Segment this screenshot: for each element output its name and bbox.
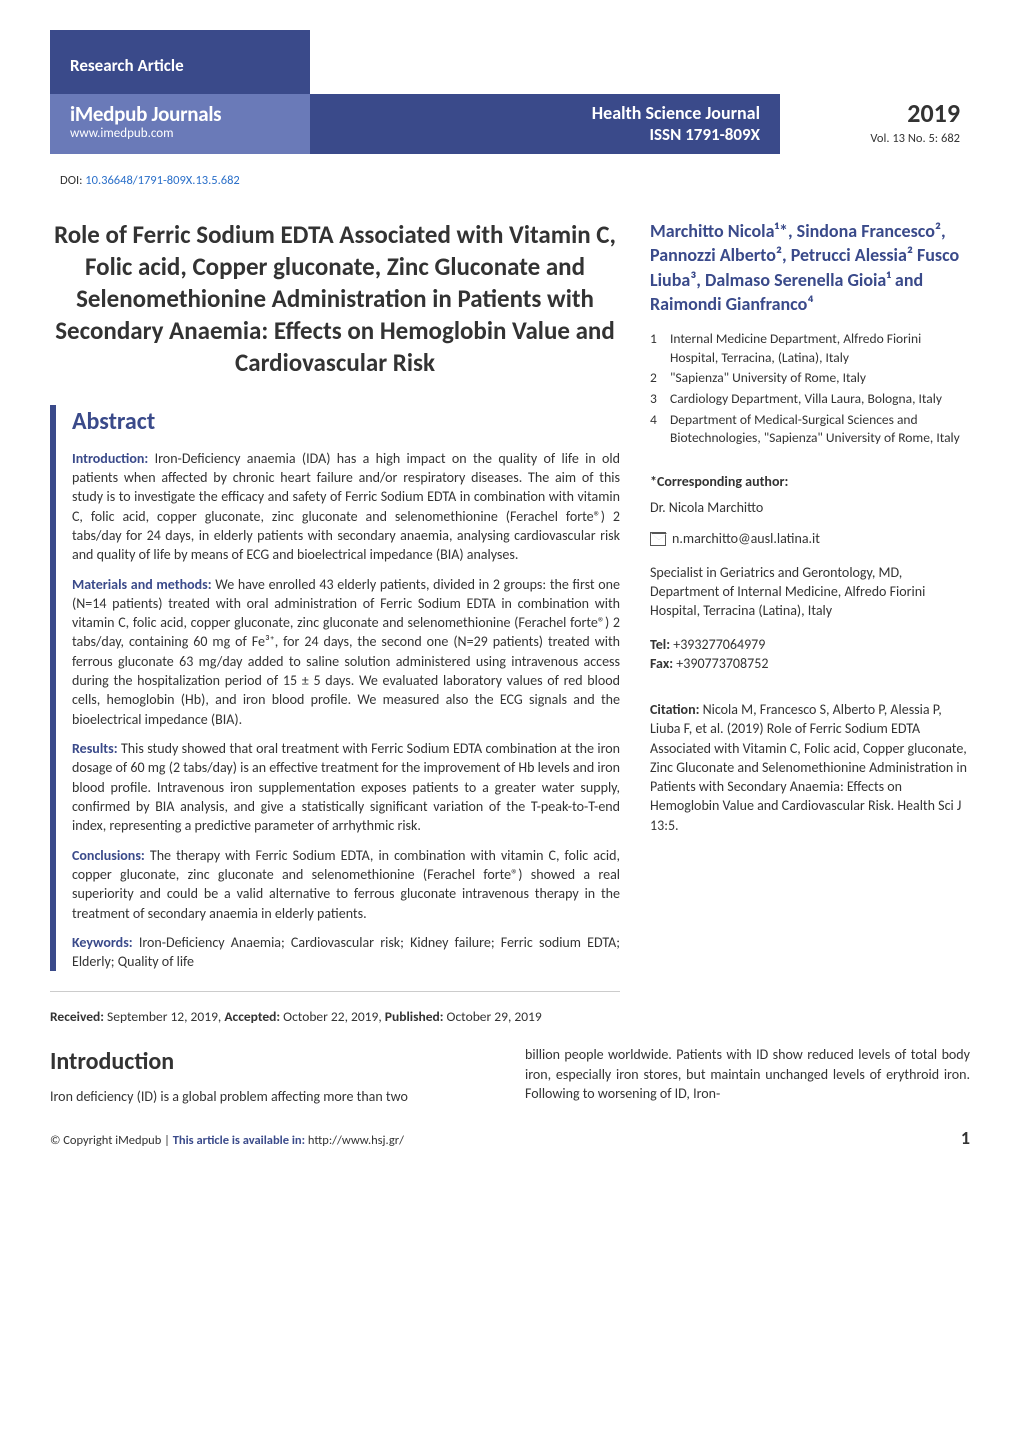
abstract-results-text: This study showed that oral treatment wi… [72, 740, 620, 834]
affil-num: 1 [650, 330, 662, 367]
availability-url[interactable]: http://www.hsj.gr/ [305, 1133, 404, 1148]
journal-left-block: iMedpub Journals www.imedpub.com [50, 94, 310, 154]
affil-row: 2 "Sapienza" University of Rome, Italy [650, 369, 970, 388]
introduction-left-paragraph: Iron deficiency (ID) is a global problem… [50, 1087, 495, 1106]
abstract-methods-text: We have enrolled 43 elderly patients, di… [72, 576, 620, 728]
abstract-intro: Introduction: Iron-Deficiency anaemia (I… [72, 449, 620, 565]
doi-value[interactable]: 10.36648/1791-809X.13.5.682 [85, 173, 239, 188]
corresponding-email[interactable]: n.marchitto@ausl.latina.it [672, 529, 820, 549]
tel-block: Tel: +393277064979 Fax: +390773708752 [650, 635, 970, 674]
journal-url[interactable]: www.imedpub.com [70, 127, 290, 142]
fax-label: Fax: [650, 655, 673, 672]
separator-line [50, 991, 620, 992]
page-number: 1 [961, 1126, 970, 1151]
affil-text: Internal Medicine Department, Alfredo Fi… [670, 330, 970, 367]
volume: Vol. 13 No. 5: 682 [796, 131, 970, 146]
citation-label: Citation: [650, 701, 699, 718]
abstract-keywords-label: Keywords: [72, 934, 133, 951]
affil-text: "Sapienza" University of Rome, Italy [670, 369, 866, 388]
affil-num: 3 [650, 390, 662, 409]
journal-title: Health Science Journal [330, 102, 760, 125]
authors: Marchitto Nicola¹*, Sindona Francesco², … [650, 219, 970, 316]
introduction-row: Introduction Iron deficiency (ID) is a g… [50, 1045, 970, 1106]
abstract-methods-label: Materials and methods: [72, 576, 212, 593]
abstract-intro-text: Iron-Deficiency anaemia (IDA) has a high… [72, 450, 620, 564]
journal-mid-block: Health Science Journal ISSN 1791-809X [310, 94, 780, 154]
journal-issn: ISSN 1791-809X [330, 124, 760, 145]
doi-row: DOI: 10.36648/1791-809X.13.5.682 [60, 172, 970, 190]
email-icon [650, 532, 666, 546]
affil-row: 4Department of Medical-Surgical Sciences… [650, 411, 970, 448]
published-value: October 29, 2019 [443, 1008, 541, 1025]
abstract-conclusions-text: The therapy with Ferric Sodium EDTA, in … [72, 847, 620, 922]
affil-row: 1Internal Medicine Department, Alfredo F… [650, 330, 970, 367]
tel-value: +393277064979 [670, 636, 765, 653]
introduction-right-paragraph: billion people worldwide. Patients with … [525, 1045, 970, 1103]
abstract-conclusions: Conclusions: The therapy with Ferric Sod… [72, 846, 620, 923]
abstract-methods: Materials and methods: We have enrolled … [72, 575, 620, 730]
affil-num: 4 [650, 411, 662, 448]
received-label: Received: [50, 1008, 104, 1025]
published-label: Published: [385, 1008, 444, 1025]
accepted-value: October 22, 2019, [280, 1008, 385, 1025]
corresponding-name: Dr. Nicola Marchitto [650, 498, 970, 518]
availability-label: This article is available in: [173, 1133, 305, 1148]
affil-text: Cardiology Department, Villa Laura, Bolo… [670, 390, 942, 409]
affil-row: 3 Cardiology Department, Villa Laura, Bol… [650, 390, 970, 409]
abstract-results: Results: This study showed that oral tre… [72, 739, 620, 836]
article-title: Role of Ferric Sodium EDTA Associated wi… [50, 219, 620, 379]
journal-year-block: 2019 Vol. 13 No. 5: 682 [780, 94, 970, 154]
journal-name: iMedpub Journals [70, 102, 290, 126]
affiliations: 1Internal Medicine Department, Alfredo F… [650, 330, 970, 448]
corresponding-desc: Specialist in Geriatrics and Gerontology… [650, 563, 970, 621]
abstract-results-label: Results: [72, 740, 118, 757]
affil-num: 2 [650, 369, 662, 388]
doi-label: DOI: [60, 173, 82, 188]
received-value: September 12, 2019, [104, 1008, 224, 1025]
introduction-heading: Introduction [50, 1045, 495, 1079]
email-row: n.marchitto@ausl.latina.it [650, 529, 970, 549]
abstract-keywords-text: Iron-Deficiency Anaemia; Cardiovascular … [72, 934, 620, 970]
citation-block: Citation: Nicola M, Francesco S, Alberto… [650, 700, 970, 835]
affil-text: Department of Medical-Surgical Sciences … [670, 411, 970, 448]
abstract-conclusions-label: Conclusions: [72, 847, 145, 864]
abstract-keywords: Keywords: Iron-Deficiency Anaemia; Cardi… [72, 933, 620, 972]
tel-label: Tel: [650, 636, 670, 653]
abstract-heading: Abstract [72, 405, 620, 439]
year: 2019 [796, 98, 970, 129]
journal-bar: iMedpub Journals www.imedpub.com Health … [50, 94, 970, 154]
footer: © Copyright iMedpub | This article is av… [50, 1126, 970, 1151]
copyright-text: © Copyright iMedpub | [50, 1133, 173, 1148]
fax-value: +390773708752 [673, 655, 768, 672]
accepted-label: Accepted: [224, 1008, 280, 1025]
dates-row: Received: September 12, 2019, Accepted: … [50, 1008, 620, 1027]
abstract-block: Abstract Introduction: Iron-Deficiency a… [50, 405, 620, 971]
corresponding-label: *Corresponding author: [650, 472, 970, 492]
footer-left: © Copyright iMedpub | This article is av… [50, 1132, 404, 1150]
citation-text: Nicola M, Francesco S, Alberto P, Alessi… [650, 701, 967, 834]
article-type: Research Article [70, 54, 290, 78]
abstract-intro-label: Introduction: [72, 450, 148, 467]
